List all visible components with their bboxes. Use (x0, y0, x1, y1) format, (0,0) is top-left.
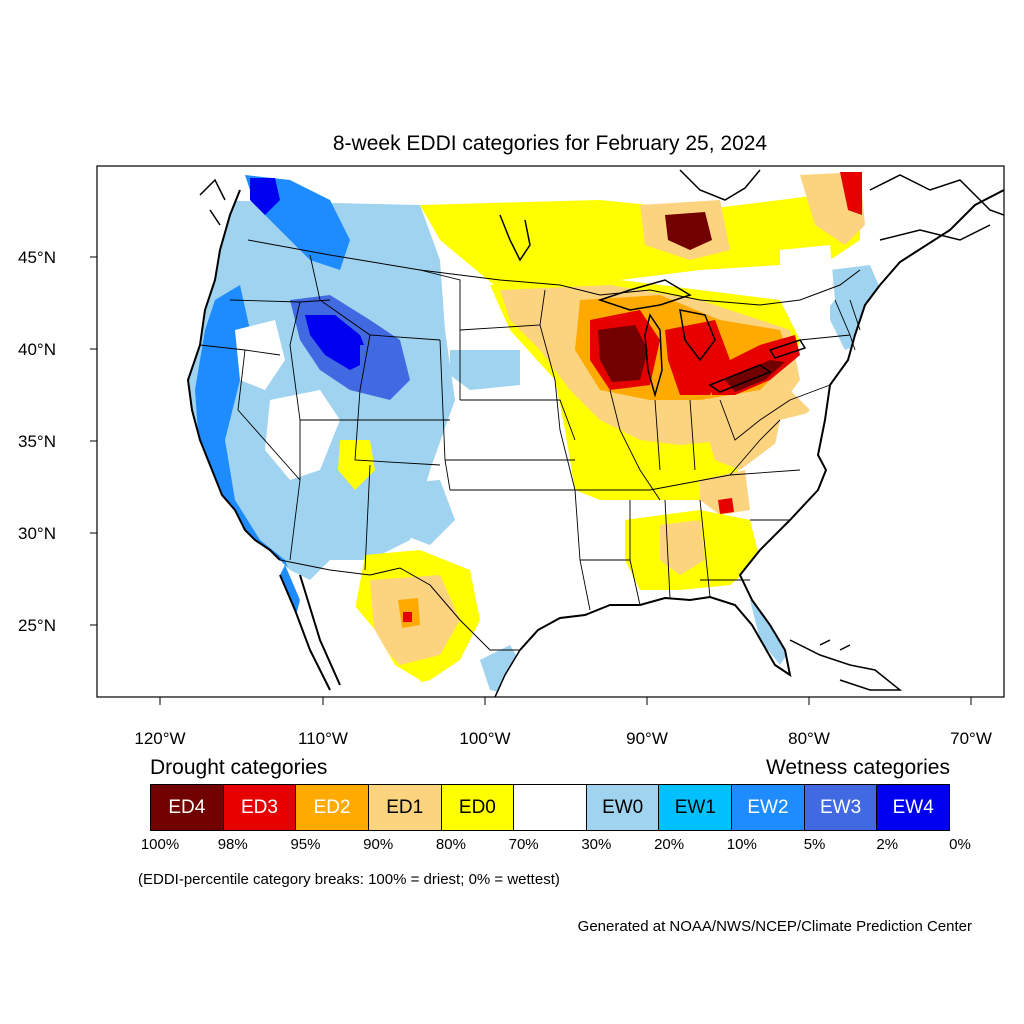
legend-box-neutral (514, 785, 587, 830)
gulf-coast-mx (494, 649, 521, 697)
legend-drought-heading: Drought categories (150, 756, 328, 779)
region-white-va (770, 410, 830, 480)
legend-color-bar: ED4 ED3 ED2 ED1 ED0 EW0 EW1 EW2 EW3 EW4 (150, 784, 950, 831)
pct-label: 2% (876, 836, 899, 853)
state-lines (199, 254, 861, 611)
canada-north-islands (199, 178, 226, 226)
pct-label: 20% (654, 836, 685, 853)
region-ed3-ne (840, 172, 862, 215)
lake-erie (708, 364, 772, 393)
legend-box-ew0: EW0 (586, 785, 660, 830)
region-ed4-ontario (665, 212, 712, 250)
region-ew1-nm (380, 480, 455, 545)
region-ed1-appal (700, 390, 810, 470)
legend-box-ew4: EW4 (877, 785, 950, 830)
region-ed1-nc (700, 470, 750, 515)
legend-box-ed2: ED2 (296, 785, 369, 830)
region-ed0-north (420, 180, 860, 290)
lat-label-25: 25°N (18, 616, 56, 635)
legend-box-ew3: EW3 (804, 785, 878, 830)
region-ew4-nw (250, 178, 280, 215)
category-note: (EDDI-percentile category breaks: 100% =… (138, 871, 560, 888)
boundaries (186, 169, 1004, 697)
region-ew4-idaho (305, 315, 370, 370)
cuba (789, 639, 903, 691)
lake-ontario (768, 339, 807, 359)
canada-east-coast (869, 174, 1004, 241)
region-ew1-plains (450, 350, 520, 390)
pct-label: 98% (217, 836, 248, 853)
legend-box-ew2: EW2 (732, 785, 805, 830)
lat-label-30: 30°N (18, 524, 56, 543)
lake-superior (597, 279, 692, 311)
lake-michigan (644, 313, 663, 398)
pct-label: 5% (803, 836, 826, 853)
pct-label: 100% (140, 836, 180, 853)
lon-label-100: 100°W (459, 729, 510, 748)
lake-huron (679, 309, 716, 362)
pct-label: 10% (726, 836, 757, 853)
pct-label: 70% (508, 836, 539, 853)
map-title: 8-week EDDI categories for February 25, … (332, 132, 768, 155)
lake-winnipeg (499, 214, 531, 262)
lat-label-35: 35°N (18, 432, 56, 451)
lon-label-110: 110°W (298, 729, 348, 748)
lat-labels: 45°N 40°N 35°N 30°N 25°N (18, 248, 56, 635)
region-ed4-wi (598, 325, 648, 382)
pct-label: 80% (435, 836, 466, 853)
lat-label-45: 45°N (18, 248, 56, 267)
pct-label: 30% (581, 836, 612, 853)
lon-labels: 120°W 110°W 100°W 90°W 80°W 70°W (134, 729, 991, 748)
legend-box-ew1: EW1 (659, 785, 733, 830)
region-white-ut (265, 390, 340, 480)
legend-box-ed3: ED3 (223, 785, 297, 830)
region-ew1-fl (750, 600, 790, 665)
legend-box-ed4: ED4 (151, 785, 224, 830)
credit-line: Generated at NOAA/NWS/NCEP/Climate Predi… (577, 918, 972, 935)
region-ed3-tx (403, 612, 412, 622)
region-ew2-west (195, 285, 300, 640)
us-coastline (186, 189, 1004, 678)
baja-coast (279, 574, 341, 691)
axis-ticks (90, 256, 972, 705)
mexico-border (279, 559, 520, 651)
legend-wetness-heading: Wetness categories (765, 756, 950, 779)
pct-label: 95% (290, 836, 321, 853)
region-ed0-4corners (338, 440, 375, 490)
lon-label-80: 80°W (788, 729, 830, 748)
pct-label: 0% (949, 836, 971, 853)
legend-box-ed1: ED1 (368, 785, 442, 830)
region-ew3-wy (360, 345, 400, 395)
legend-box-ed0: ED0 (441, 785, 515, 830)
pct-label: 90% (363, 836, 394, 853)
region-white-ne (780, 245, 835, 330)
canada-border (247, 239, 861, 306)
region-ed1-south (660, 520, 705, 575)
bahamas (819, 639, 851, 651)
map-frame (96, 165, 1005, 698)
hudson-bay-coast (679, 169, 761, 201)
region-white-nv (235, 320, 285, 390)
lon-label-70: 70°W (950, 729, 992, 748)
lon-label-90: 90°W (626, 729, 668, 748)
region-ed3-nc (718, 498, 734, 514)
lat-label-40: 40°N (18, 340, 56, 359)
lon-label-120: 120°W (134, 729, 185, 748)
